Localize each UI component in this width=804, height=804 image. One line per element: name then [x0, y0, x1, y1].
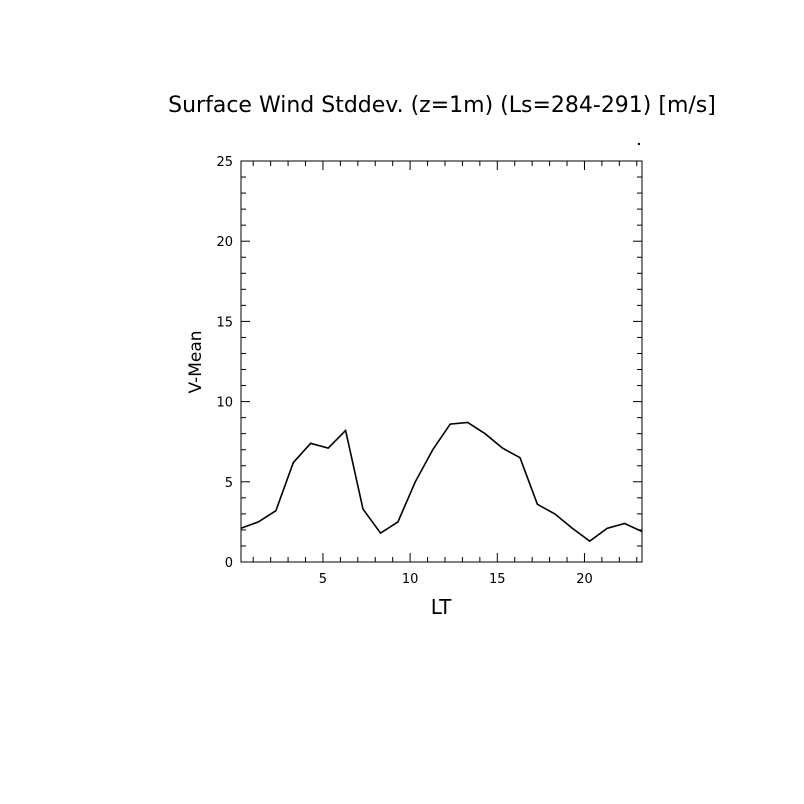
y-tick-label: 0	[225, 556, 233, 571]
y-tick-label: 20	[216, 235, 233, 250]
series-line	[240, 421, 643, 543]
series-layer	[240, 421, 643, 543]
y-axis-ticks: 0 5 10 15 20 25	[216, 155, 642, 571]
x-tick-label: 10	[402, 572, 419, 587]
x-axis-label: LT	[431, 595, 452, 619]
plot-frame	[240, 160, 643, 563]
y-axis-label: V-Mean	[186, 330, 206, 393]
corner-dot	[637, 142, 641, 146]
chart-title: Surface Wind Stddev. (z=1m) (Ls=284-291)…	[168, 93, 716, 118]
y-tick-label: 15	[216, 315, 233, 330]
x-tick-label: 15	[489, 572, 506, 587]
x-axis-ticks: 5 10 15 20	[252, 161, 638, 587]
y-tick-label: 25	[216, 155, 233, 170]
y-tick-label: 10	[216, 396, 233, 411]
x-tick-label: 5	[319, 572, 327, 587]
y-tick-label: 5	[225, 476, 233, 491]
x-tick-label: 20	[576, 572, 593, 587]
